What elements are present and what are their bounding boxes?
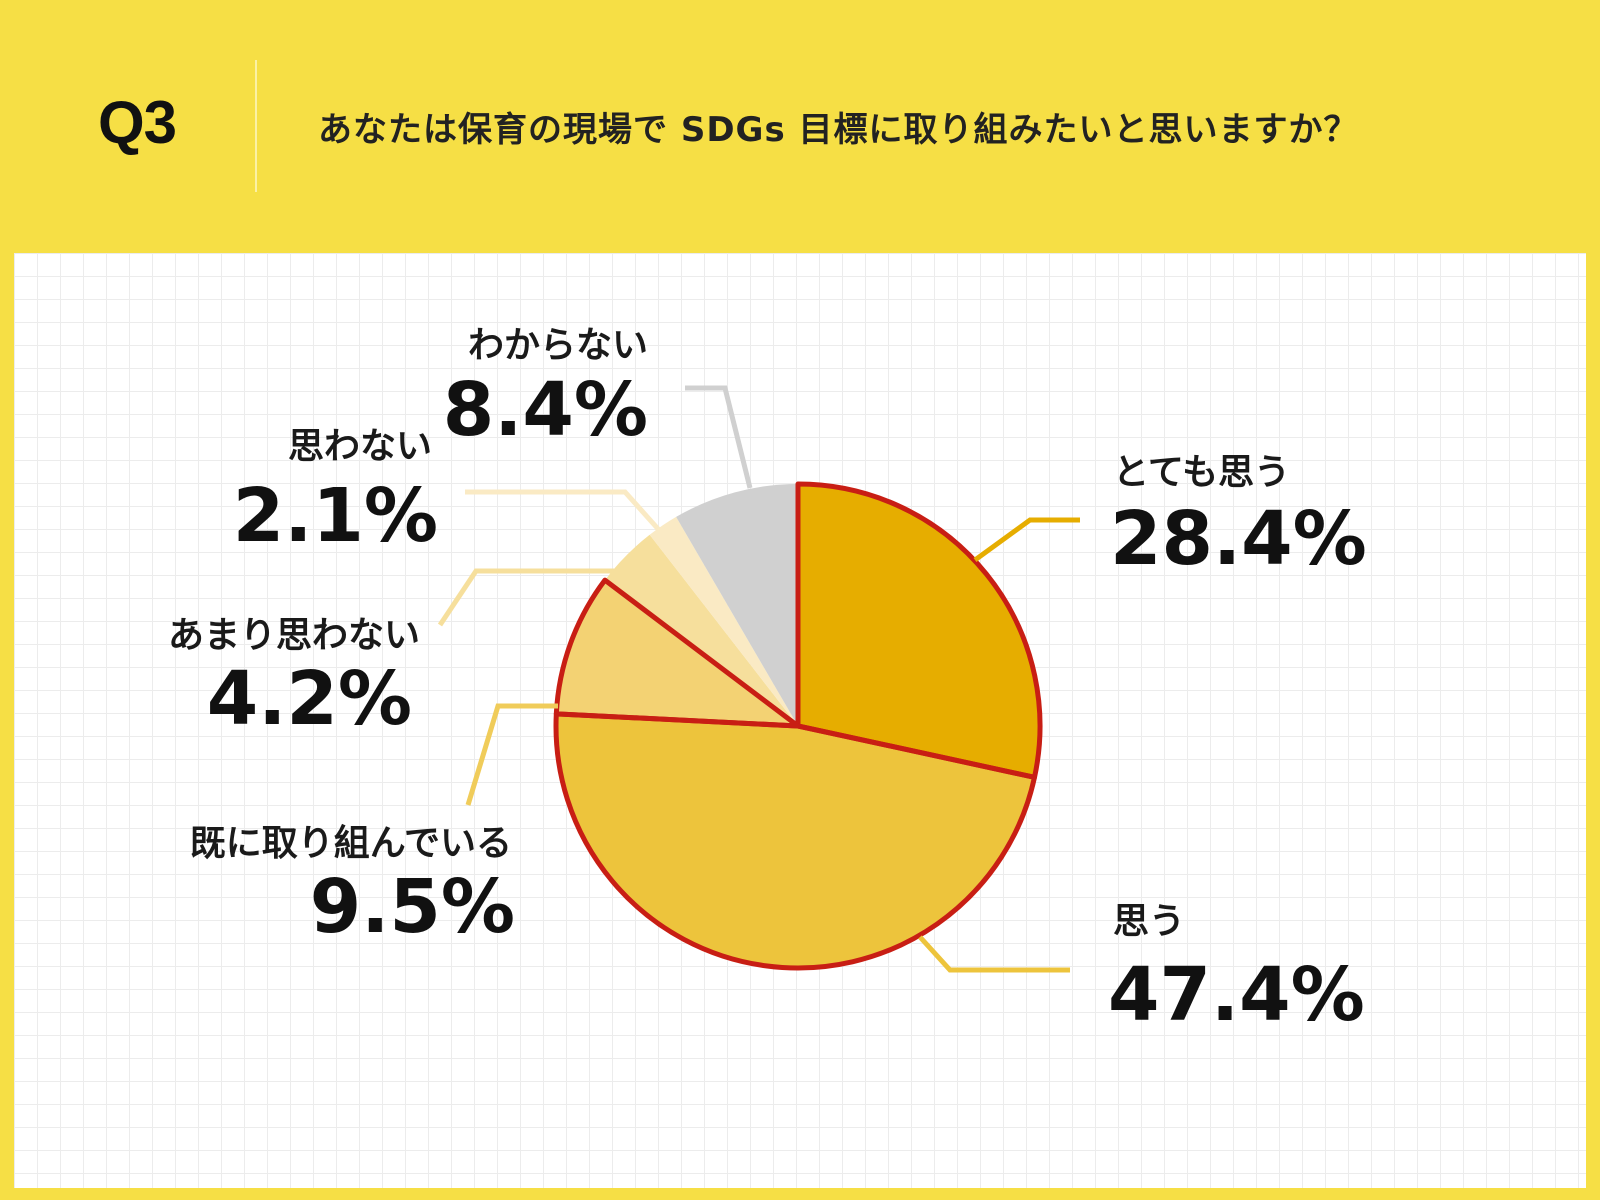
pie-slice-outline	[795, 481, 1043, 780]
slice-value-label: 8.4%	[443, 367, 648, 453]
slice-label: 思う	[1113, 901, 1185, 942]
leader-line	[685, 385, 753, 489]
slice-label: 思わない	[288, 426, 432, 467]
pie-slice	[556, 580, 798, 726]
slice-value-label: 47.4%	[1108, 952, 1365, 1038]
pie-slice	[556, 713, 1035, 968]
leader-line	[973, 517, 1080, 563]
pie-slice	[649, 516, 798, 726]
slice-value-label: 9.5%	[310, 864, 515, 950]
question-text: あなたは保育の現場で SDGs 目標に取り組みたいと思いますか？	[318, 110, 1359, 150]
slice-label: とても思う	[1113, 452, 1290, 493]
pie-slice	[676, 484, 798, 726]
slice-value-label: 2.1%	[233, 473, 438, 559]
slice-label: わからない	[468, 325, 648, 366]
header-divider	[255, 60, 257, 192]
slice-label: 既に取り組んでいる	[190, 823, 512, 864]
leader-line	[465, 703, 558, 806]
slice-label: あまり思わない	[168, 615, 420, 656]
pie-slice-outline	[553, 711, 1037, 971]
pie-slice	[798, 483, 1041, 778]
pie-slice	[604, 534, 798, 726]
question-number: Q3	[98, 89, 177, 156]
leader-line	[465, 489, 661, 532]
slice-value-label: 4.2%	[207, 656, 412, 742]
leader-line	[437, 568, 614, 627]
leader-line	[918, 935, 1070, 973]
header: Q3 あなたは保育の現場で SDGs 目標に取り組みたいと思いますか？	[0, 0, 1600, 250]
slice-value-label: 28.4%	[1110, 496, 1367, 582]
chart-panel	[14, 253, 1586, 1188]
